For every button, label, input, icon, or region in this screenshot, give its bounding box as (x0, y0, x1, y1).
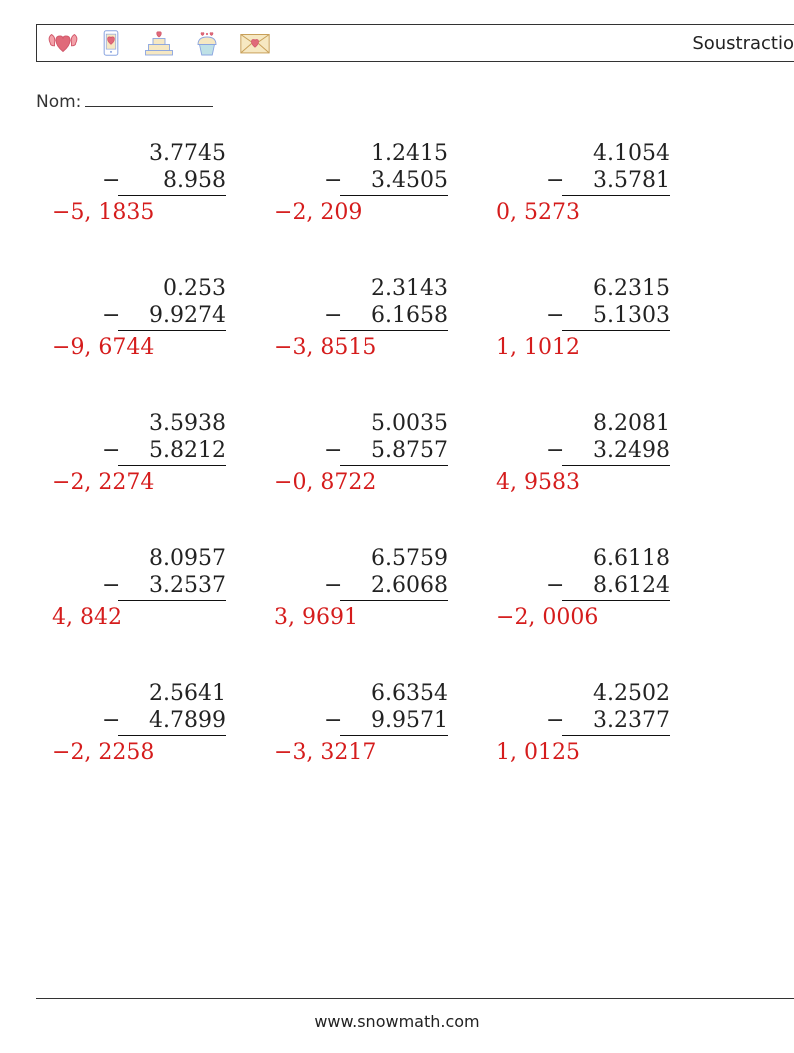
problem-numbers: 2.56414.7899 (118, 680, 226, 736)
header-bar: Soustractio (36, 24, 794, 62)
problem-numbers: 6.61188.6124 (562, 545, 670, 601)
subtrahend: 3.4505 (340, 167, 448, 196)
header-icons (37, 27, 273, 59)
problem-cell: 0, 268 (694, 545, 794, 650)
love-letter-icon (237, 27, 273, 59)
winged-heart-icon (45, 27, 81, 59)
cupcake-hearts-icon (189, 27, 225, 59)
footer-rule (36, 998, 794, 999)
minuend: 6.6354 (340, 680, 448, 707)
minuend: 2.5641 (118, 680, 226, 707)
problem-cell: 4, 32 (694, 680, 794, 785)
problem-cell: 1, 05 (694, 410, 794, 515)
subtrahend: 5.8212 (118, 437, 226, 466)
subtrahend: 9.9274 (118, 302, 226, 331)
answer: 1, 0125 (496, 740, 676, 765)
answer: 5, 1835 (52, 200, 232, 225)
subtrahend: 3.2377 (562, 707, 670, 736)
problem-numbers: 4.10543.5781 (562, 140, 670, 196)
problem-cell: 2.31436.1658 3, 8515 (250, 275, 472, 380)
subtrahend: 3.2498 (562, 437, 670, 466)
problem-cell: 3.59385.8212 2, 2274 (28, 410, 250, 515)
problem-cell: 8.09573.2537 4, 842 (28, 545, 250, 650)
problem-cell: 0.2539.9274 9, 6744 (28, 275, 250, 380)
problem-cell: 6.63549.9571 3, 3217 (250, 680, 472, 785)
problem-numbers: 6.23155.1303 (562, 275, 670, 331)
subtrahend: 4.7899 (118, 707, 226, 736)
problem-cell: 8.20813.2498 4, 9583 (472, 410, 694, 515)
problem-grid: 3.77458.958 5, 1835 1.24153.4505 2, 209 4.10… (28, 140, 794, 785)
problem-numbers: 6.63549.9571 (340, 680, 448, 736)
subtrahend: 3.2537 (118, 572, 226, 601)
problem-cell: 6.57592.6068 3, 9691 (250, 545, 472, 650)
problem-cell: 4.25023.2377 1, 0125 (472, 680, 694, 785)
problem-numbers: 5.00355.8757 (340, 410, 448, 466)
problem-numbers: 1.24153.4505 (340, 140, 448, 196)
problem-cell: 4.10543.5781 0, 5273 (472, 140, 694, 245)
minuend: 0.253 (118, 275, 226, 302)
problem-numbers: 3.59385.8212 (118, 410, 226, 466)
minuend: 3.5938 (118, 410, 226, 437)
problem-cell: 6.23155.1303 1, 1012 (472, 275, 694, 380)
minuend: 4.2502 (562, 680, 670, 707)
minuend: 6.5759 (340, 545, 448, 572)
problem-numbers: 6.57592.6068 (340, 545, 448, 601)
minuend: 6.2315 (562, 275, 670, 302)
subtrahend: 5.8757 (340, 437, 448, 466)
answer: 3, 9691 (274, 605, 454, 630)
problem-numbers: 8.20813.2498 (562, 410, 670, 466)
name-line: Nom: (36, 92, 213, 112)
minuend: 8.0957 (118, 545, 226, 572)
problem-cell: 3.77458.958 5, 1835 (28, 140, 250, 245)
problem-numbers: 2.31436.1658 (340, 275, 448, 331)
subtrahend: 3.5781 (562, 167, 670, 196)
problem-cell: 2.56414.7899 2, 2258 (28, 680, 250, 785)
answer: 0, 8722 (274, 470, 454, 495)
answer: 4, 842 (52, 605, 232, 630)
name-label: Nom: (36, 92, 81, 112)
problem-numbers: 3.77458.958 (118, 140, 226, 196)
answer: 4, 9583 (496, 470, 676, 495)
header-title: Soustractio (692, 33, 794, 54)
answer: 3, 3217 (274, 740, 454, 765)
problem-numbers: 8.09573.2537 (118, 545, 226, 601)
subtrahend: 9.9571 (340, 707, 448, 736)
subtrahend: 6.1658 (340, 302, 448, 331)
minuend: 5.0035 (340, 410, 448, 437)
answer: 2, 2274 (52, 470, 232, 495)
page: Soustractio Nom: 3.77458.958 5, 1835 1.241… (0, 0, 794, 1053)
answer: 2, 0006 (496, 605, 676, 630)
minuend: 1.2415 (340, 140, 448, 167)
name-blank[interactable] (85, 106, 213, 107)
footer-text: www.snowmath.com (0, 1012, 794, 1031)
answer: 0, 5273 (496, 200, 676, 225)
problem-cell: 0, 2 (694, 275, 794, 380)
answer: 2, 2258 (52, 740, 232, 765)
answer: 1, 1012 (496, 335, 676, 360)
problem-cell: 5.00355.8757 0, 8722 (250, 410, 472, 515)
minuend: 4.1054 (562, 140, 670, 167)
answer: 2, 209 (274, 200, 454, 225)
minuend: 8.2081 (562, 410, 670, 437)
problem-cell: 1, 20 (694, 140, 794, 245)
subtrahend: 5.1303 (562, 302, 670, 331)
problem-numbers: 0.2539.9274 (118, 275, 226, 331)
answer: 9, 6744 (52, 335, 232, 360)
subtrahend: 8.6124 (562, 572, 670, 601)
minuend: 3.7745 (118, 140, 226, 167)
minuend: 6.6118 (562, 545, 670, 572)
problem-cell: 1.24153.4505 2, 209 (250, 140, 472, 245)
answer: 3, 8515 (274, 335, 454, 360)
problem-numbers: 4.25023.2377 (562, 680, 670, 736)
minuend: 2.3143 (340, 275, 448, 302)
problem-cell: 6.61188.6124 2, 0006 (472, 545, 694, 650)
subtrahend: 8.958 (118, 167, 226, 196)
subtrahend: 2.6068 (340, 572, 448, 601)
wedding-cake-icon (141, 27, 177, 59)
phone-heart-icon (93, 27, 129, 59)
